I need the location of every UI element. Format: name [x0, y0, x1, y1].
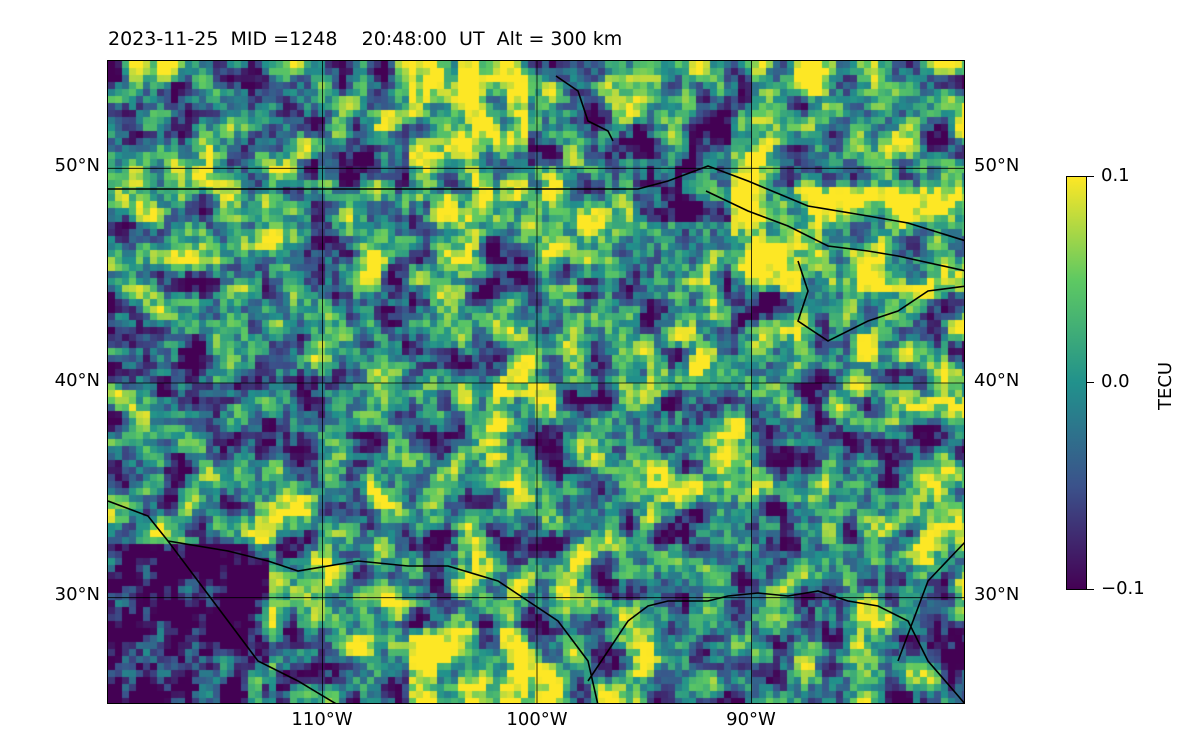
- title-date: 2023-11-25: [108, 28, 219, 50]
- title-alt: Alt = 300 km: [496, 28, 623, 50]
- colorbar-tick-min: [1087, 589, 1094, 591]
- lat-label-50n-left: 50°N: [54, 155, 100, 176]
- lat-label-40n-left: 40°N: [54, 370, 100, 391]
- title-mid: MID =1248: [230, 28, 338, 50]
- florida-atlantic-coast: [897, 541, 964, 662]
- colorbar-label-zero: 0.0: [1101, 371, 1130, 392]
- map-overlay: [108, 61, 964, 703]
- lat-label-30n-right: 30°N: [974, 584, 1020, 605]
- colorbar-tick-max: [1087, 176, 1094, 178]
- colorbar: [1066, 176, 1087, 590]
- colorbar-label-min: −0.1: [1101, 578, 1145, 599]
- great-lakes-shore-south: [797, 260, 964, 342]
- title-time: 20:48:00 UT: [361, 28, 485, 50]
- great-lakes-shore-north: [705, 190, 964, 272]
- lat-label-40n-right: 40°N: [974, 370, 1020, 391]
- lat-label-50n-right: 50°N: [974, 155, 1020, 176]
- colorbar-title: TECU: [1155, 361, 1176, 410]
- pacific-coast: [108, 500, 337, 703]
- us-mexico-border: [167, 540, 599, 703]
- plot-title: 2023-11-25 MID =1248 20:48:00 UT Alt = 3…: [108, 28, 622, 50]
- colorbar-tick-zero: [1087, 382, 1094, 384]
- lat-label-30n-left: 30°N: [54, 584, 100, 605]
- tec-map: [107, 60, 965, 704]
- lon-label-100w: 100°W: [506, 709, 568, 730]
- lon-label-90w: 90°W: [726, 709, 776, 730]
- us-canada-border: [108, 165, 964, 242]
- gulf-coast: [587, 590, 964, 703]
- colorbar-label-max: 0.1: [1101, 165, 1130, 186]
- lon-label-110w: 110°W: [291, 709, 353, 730]
- hudson-bay-coast: [555, 75, 614, 142]
